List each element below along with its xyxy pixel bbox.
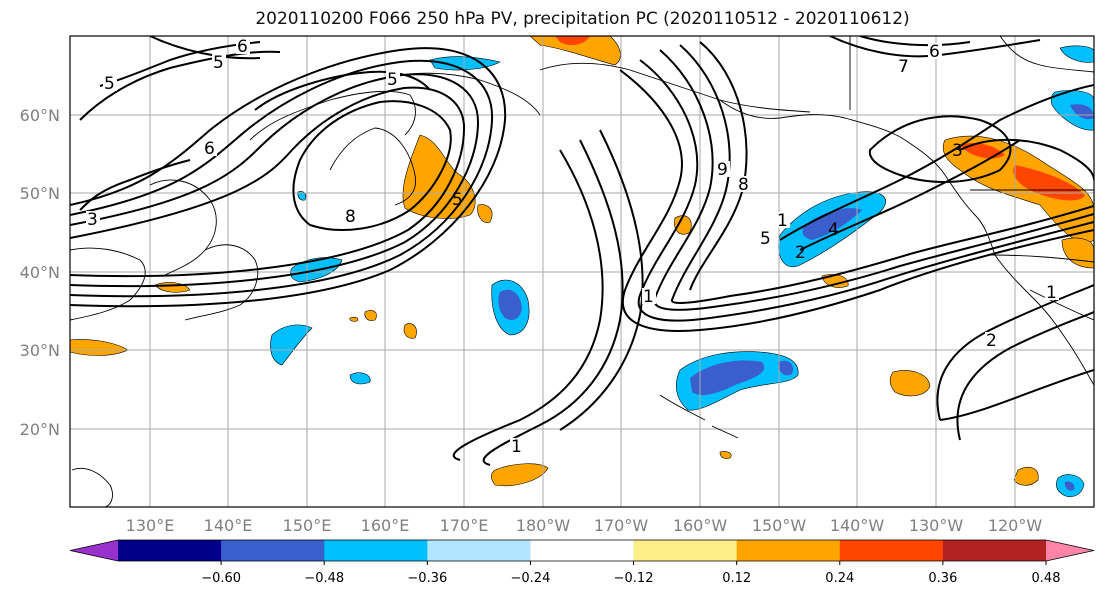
contour-labels: 6 5 5 5 6 8 3 5 1 1 9 8 5 2 4	[86, 37, 1059, 457]
contour-label: 3	[87, 210, 98, 230]
map-gridlines	[70, 36, 1094, 507]
contour-label: 4	[828, 220, 839, 240]
lat-label: 40°N	[20, 263, 60, 282]
contour-label: 8	[738, 175, 749, 195]
lon-label: 150°W	[752, 516, 807, 535]
colorbar-swatch	[221, 540, 325, 561]
colorbar-tick-label: 0.36	[928, 571, 957, 586]
colorbar-swatch	[324, 540, 428, 561]
lon-label: 140°E	[204, 516, 253, 535]
contour-label: 5	[760, 229, 771, 249]
contour-label: 3	[952, 141, 963, 161]
lon-label: 130°W	[909, 516, 964, 535]
contour-label: 1	[511, 437, 522, 457]
contour-label: 5	[452, 190, 463, 210]
contour-label: 7	[898, 57, 909, 77]
contour-label: 1	[1046, 283, 1057, 303]
colorbar-tick-label: −0.48	[304, 571, 344, 586]
colorbar-tick-label: 0.24	[825, 571, 854, 586]
lon-label: 170°W	[594, 516, 649, 535]
lon-label: 120°W	[988, 516, 1043, 535]
latitude-labels: 60°N 50°N 40°N 30°N 20°N	[20, 106, 60, 439]
contour-label: 6	[929, 42, 940, 62]
colorbar-swatch	[427, 540, 531, 561]
colorbar-swatch	[942, 540, 1047, 561]
lat-label: 30°N	[20, 341, 60, 360]
colorbar-tick-label: −0.60	[201, 571, 241, 586]
contour-label: 5	[213, 53, 224, 73]
contour-label: 6	[237, 37, 248, 57]
lat-label: 60°N	[20, 106, 60, 125]
contour-label: 1	[643, 287, 654, 307]
contour-label: 5	[104, 74, 115, 94]
coastlines	[70, 36, 1094, 507]
colorbar-extend-low	[70, 540, 118, 561]
contour-label: 1	[777, 211, 788, 231]
lon-label: 160°E	[361, 516, 410, 535]
colorbar-swatch	[530, 540, 635, 561]
contour-label: 2	[986, 331, 997, 351]
colorbar-tick-label: −0.24	[511, 571, 551, 586]
colorbar-tick-label: 0.48	[1032, 571, 1061, 586]
lon-label: 140°W	[830, 516, 885, 535]
contour-label: 6	[204, 139, 215, 159]
colorbar-tick-label: −0.12	[614, 571, 654, 586]
contour-label: 8	[345, 207, 356, 227]
lon-label: 130°E	[126, 516, 175, 535]
colorbar-swatch	[839, 540, 944, 561]
colorbar-extend-high	[1046, 540, 1094, 561]
contour-label: 5	[387, 70, 398, 90]
colorbar-tick-label: 0.12	[722, 571, 751, 586]
colorbar-swatch	[633, 540, 738, 561]
lat-label: 50°N	[20, 184, 60, 203]
contour-label: 9	[717, 160, 728, 180]
colorbar: −0.60 −0.48 −0.36 −0.24 −0.12 0.12 0.24 0.36 0.4…	[69, 539, 1095, 586]
map-title: 2020110200 F066 250 hPa PV, precipitatio…	[255, 9, 910, 29]
lat-label: 20°N	[20, 420, 60, 439]
pv-contours	[70, 36, 1094, 466]
colorbar-swatch	[736, 540, 841, 561]
longitude-labels: 130°E 140°E 150°E 160°E 170°E 180°W 170°…	[126, 516, 1043, 535]
lon-label: 180°W	[516, 516, 571, 535]
contour-label: 2	[795, 243, 806, 263]
lon-label: 160°W	[673, 516, 728, 535]
colorbar-tick-label: −0.36	[407, 571, 447, 586]
lon-label: 150°E	[283, 516, 332, 535]
colorbar-swatch	[118, 540, 222, 561]
lon-label: 170°E	[440, 516, 489, 535]
